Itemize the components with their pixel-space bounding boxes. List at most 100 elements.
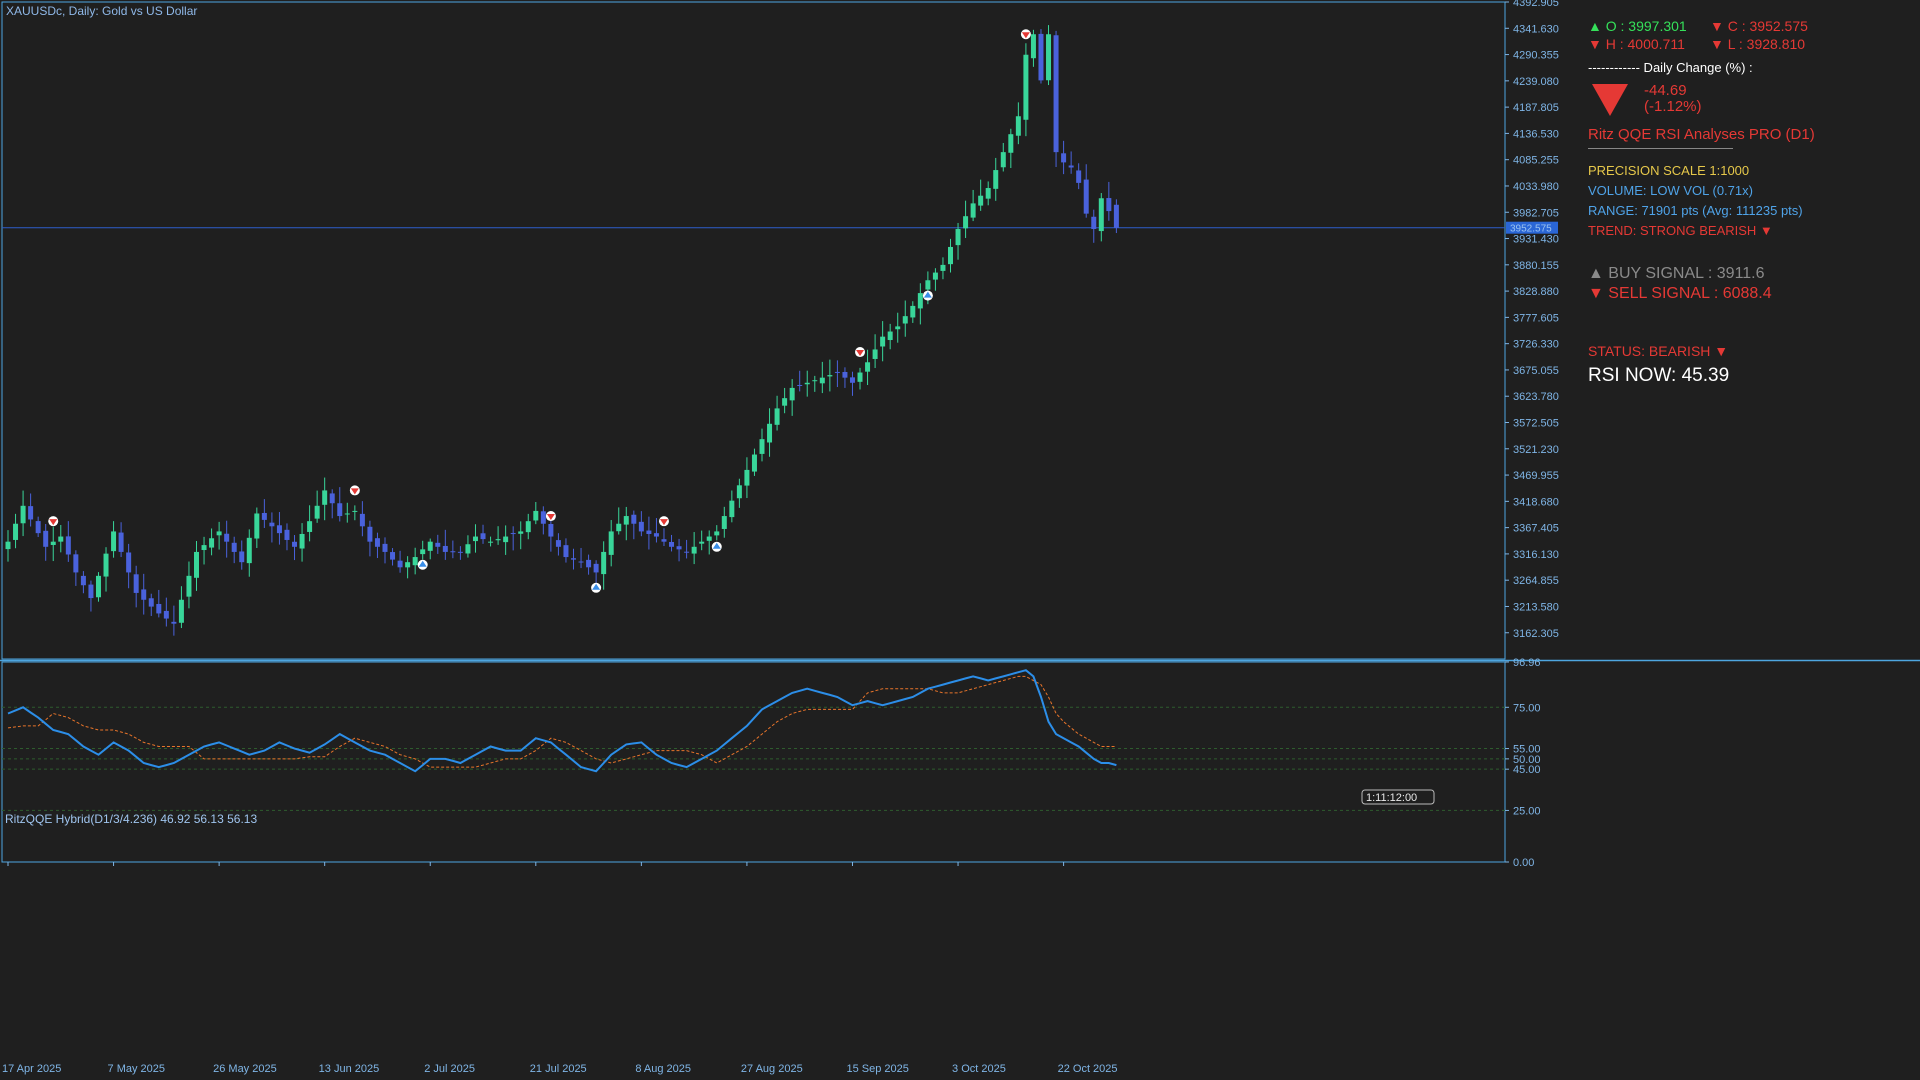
price-tick-label: 3675.055 — [1513, 365, 1559, 377]
indicator-pane-border — [1, 661, 1506, 863]
candle-body — [201, 545, 207, 551]
candle-body — [887, 331, 893, 341]
ohlc-row-2: ▼ H : 4000.711 ▼ L : 3928.810 — [1588, 36, 1908, 54]
candle-body — [299, 533, 305, 549]
price-tick-label: 3982.705 — [1513, 207, 1559, 219]
candle-body — [488, 541, 494, 543]
time-axis-label: 2 Jul 2025 — [424, 1063, 475, 1075]
candle-body — [224, 533, 230, 542]
candle-body — [525, 521, 531, 533]
time-axis-label: 27 Aug 2025 — [741, 1063, 803, 1075]
candle-body — [1106, 198, 1112, 212]
price-tick-label: 4290.355 — [1513, 50, 1559, 62]
candle-body — [1076, 170, 1082, 183]
candle-body — [849, 377, 855, 383]
candle-body — [510, 533, 516, 535]
candle-body — [284, 529, 290, 540]
candle-body — [495, 539, 501, 541]
candle-body — [518, 531, 524, 534]
candle-body — [834, 371, 840, 373]
ohlc-row-1: ▲ O : 3997.301 ▼ C : 3952.575 — [1588, 18, 1908, 36]
sell-signal-arrow — [1021, 32, 1030, 39]
candle-body — [171, 621, 177, 624]
candle-body — [118, 532, 124, 552]
price-tick-label: 3264.855 — [1513, 575, 1559, 587]
candle-body — [759, 439, 765, 454]
price-tick-label: 4136.530 — [1513, 128, 1559, 140]
candle-body — [95, 575, 101, 598]
buy-signal-arrow — [418, 560, 427, 567]
candle-body — [269, 522, 275, 527]
close-value: ▼ C : 3952.575 — [1710, 18, 1808, 34]
candle-body — [744, 469, 750, 486]
price-pane-border — [1, 1, 1506, 660]
indicator-tick-label: 75.00 — [1513, 702, 1541, 714]
sell-signal-arrow — [350, 488, 359, 495]
price-tick-label: 3572.505 — [1513, 418, 1559, 430]
candle-body — [804, 382, 810, 385]
candle-body — [940, 264, 946, 271]
sell-signal-label: ▼ SELL SIGNAL : 6088.4 — [1588, 285, 1772, 302]
candle-body — [631, 514, 637, 524]
price-tick-label: 3777.605 — [1513, 312, 1559, 324]
candle-body — [1091, 216, 1097, 230]
candle-body — [1053, 35, 1059, 153]
candle-body — [405, 562, 411, 568]
candle-body — [797, 384, 803, 386]
candle-body — [593, 563, 599, 573]
price-tick-label: 3418.680 — [1513, 496, 1559, 508]
candle-body — [103, 553, 109, 577]
candle-body — [789, 387, 795, 401]
candle-body — [111, 531, 117, 552]
candle-body — [865, 362, 871, 372]
indicator-tick-label: 45.00 — [1513, 764, 1541, 776]
candle-body — [231, 542, 237, 552]
time-axis-label: 7 May 2025 — [108, 1063, 165, 1075]
change-points: -44.69 — [1644, 82, 1687, 99]
candle-body — [548, 523, 554, 537]
candle-body — [472, 536, 478, 542]
candle-body — [276, 525, 282, 534]
indicator-tick-label: 50.00 — [1513, 754, 1541, 766]
candle-body — [993, 170, 999, 189]
candle-body — [910, 305, 916, 318]
time-axis-label: 15 Sep 2025 — [846, 1063, 908, 1075]
sell-signal-arrow — [49, 519, 58, 526]
current-price-box — [1506, 221, 1558, 234]
candle-body — [13, 523, 19, 540]
price-tick-label: 3521.230 — [1513, 444, 1559, 456]
candle-body — [782, 398, 788, 406]
candle-body — [563, 545, 569, 558]
candle-body — [571, 558, 576, 560]
symbol-description: Gold vs US Dollar — [102, 4, 198, 18]
buy-signal-label: ▲ BUY SIGNAL : 3911.6 — [1588, 265, 1765, 282]
price-tick-label: 3880.155 — [1513, 260, 1559, 272]
daily-change-title: ------------ Daily Change (%) : — [1588, 60, 1753, 75]
candle-body — [442, 545, 448, 552]
price-tick-label: 4085.255 — [1513, 155, 1559, 167]
status-label: STATUS: BEARISH ▼ — [1588, 343, 1729, 359]
candle-body — [73, 554, 79, 573]
candle-body — [80, 575, 86, 586]
trend-label: TREND: STRONG BEARISH ▼ — [1588, 223, 1773, 238]
candle-body — [427, 541, 433, 551]
candle-body — [1113, 204, 1119, 228]
precision-label: PRECISION SCALE 1:1000 — [1588, 163, 1750, 178]
price-tick-label: 4392.905 — [1513, 0, 1559, 9]
buy-signal-arrow — [923, 291, 932, 298]
candle-body — [601, 551, 607, 575]
candle-body — [382, 543, 388, 552]
candle-body — [126, 552, 132, 573]
candle-body — [676, 546, 682, 550]
high-value: ▼ H : 4000.711 — [1588, 36, 1685, 52]
candle-body — [661, 539, 667, 542]
candle-body — [367, 526, 373, 542]
candle-body — [985, 188, 991, 199]
candle-body — [374, 538, 380, 547]
candle-body — [1068, 165, 1074, 168]
candle-body — [932, 272, 938, 280]
price-tick-label: 4187.805 — [1513, 102, 1559, 114]
open-value: ▲ O : 3997.301 — [1588, 18, 1687, 34]
